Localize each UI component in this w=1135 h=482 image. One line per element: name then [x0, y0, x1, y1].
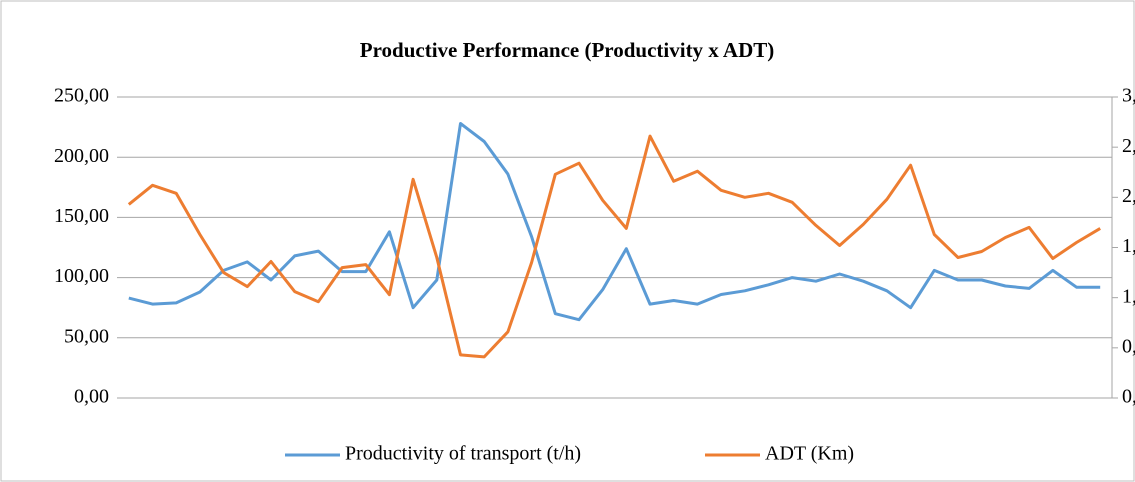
y2-tick-label: 2,50 [1122, 135, 1135, 157]
series-line [127, 134, 1101, 359]
y-tick-label: 0,00 [74, 386, 109, 408]
y-tick-label: 250,00 [54, 85, 109, 107]
y-tick-label: 50,00 [64, 325, 109, 347]
y-tick-label: 150,00 [54, 205, 109, 227]
series-line [128, 122, 1101, 322]
y2-tick-label: 3,00 [1122, 85, 1135, 107]
y2-tick-label: 1,00 [1122, 285, 1135, 307]
legend-label: Productivity of transport (t/h) [345, 443, 581, 465]
y-tick-label: 100,00 [54, 265, 109, 287]
legend-label: ADT (Km) [765, 443, 854, 465]
y2-tick-label: 0,00 [1122, 386, 1135, 408]
y2-tick-label: 1,50 [1122, 235, 1135, 257]
y2-tick-label: 0,50 [1122, 335, 1135, 357]
chart-title: Productive Performance (Productivity x A… [360, 38, 774, 62]
y-tick-label: 200,00 [54, 145, 109, 167]
y2-tick-label: 2,00 [1122, 185, 1135, 207]
